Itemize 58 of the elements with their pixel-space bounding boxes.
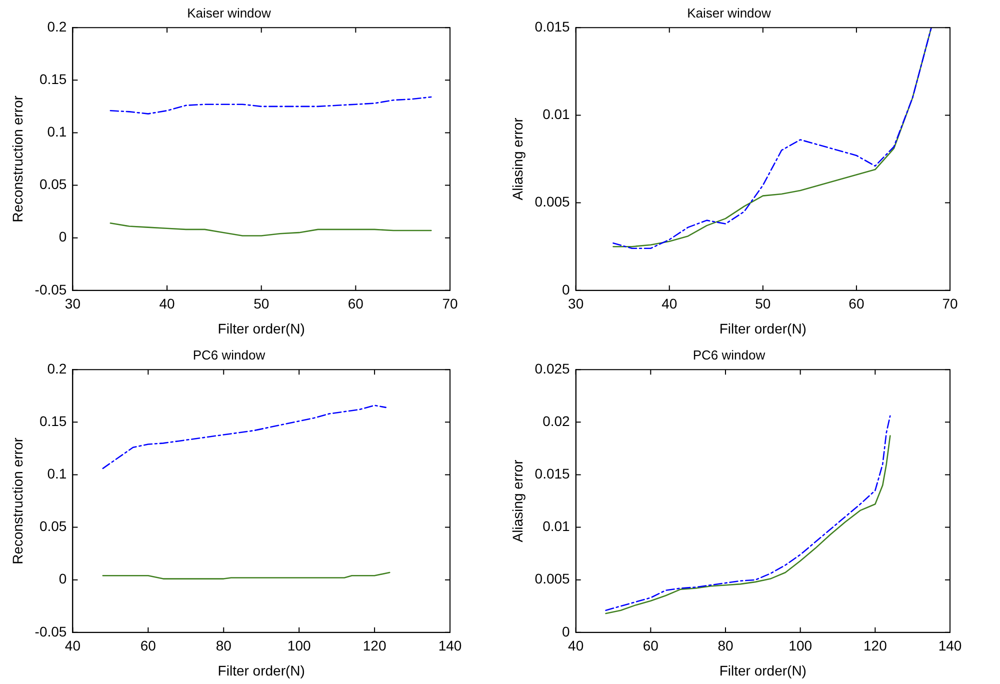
x-tick-label: 40 (662, 296, 678, 312)
y-tick-label: 0.015 (534, 18, 570, 34)
y-tick-label: 0 (58, 228, 67, 245)
y-tick-label: 0.005 (534, 194, 570, 210)
y-tick-label: 0.1 (47, 466, 67, 482)
x-tick-label: 70 (942, 296, 958, 312)
x-tick-label: 60 (848, 296, 864, 312)
x-tick-label: 60 (348, 296, 364, 312)
x-tick-label: 140 (438, 638, 462, 654)
y-tick-label: 0.01 (542, 106, 570, 122)
x-axis-title: Filter order(N) (218, 662, 305, 678)
x-tick-label: 80 (718, 638, 734, 654)
chart-title: PC6 window (692, 347, 766, 362)
x-tick-label: 140 (938, 638, 962, 654)
y-tick-label: 0 (58, 570, 67, 587)
y-tick-label: -0.05 (34, 281, 67, 298)
y-tick-label: 0.05 (39, 518, 67, 534)
y-axis-title: Reconstruction error (9, 437, 26, 564)
line-series (110, 96, 432, 114)
y-tick-label: 0.15 (39, 413, 67, 430)
y-tick-label: 0.02 (542, 413, 570, 430)
y-tick-label: 0.1 (47, 124, 67, 140)
x-axis-title: Filter order(N) (719, 662, 806, 678)
y-tick-label: -0.05 (34, 623, 67, 640)
x-tick-label: 70 (442, 296, 458, 312)
chart-title: PC6 window (192, 347, 266, 362)
x-tick-label: 40 (568, 638, 584, 654)
y-tick-label: 0.15 (39, 71, 67, 88)
x-axis-title: Filter order(N) (719, 320, 806, 336)
x-tick-label: 120 (863, 638, 888, 654)
x-tick-label: 80 (216, 638, 232, 654)
line-series (102, 404, 387, 470)
y-tick-label: 0.05 (39, 176, 67, 192)
x-tick-label: 40 (64, 638, 81, 654)
x-axis-title: Filter order(N) (218, 320, 305, 336)
x-tick-label: 120 (362, 638, 386, 654)
x-tick-label: 50 (755, 296, 771, 312)
x-tick-label: 60 (140, 638, 156, 654)
y-tick-label: 0.005 (534, 570, 570, 587)
y-tick-label: 0 (562, 281, 570, 298)
y-tick-label: 0.015 (534, 466, 570, 482)
x-tick-label: 100 (788, 638, 812, 654)
y-tick-label: 0 (562, 623, 570, 640)
y-tick-label: 0.01 (542, 518, 570, 534)
chart-title: Kaiser window (687, 5, 772, 20)
x-tick-label: 60 (642, 638, 659, 654)
y-axis-title: Aliasing error (509, 459, 526, 542)
y-tick-label: 0.2 (47, 360, 67, 376)
chart-title: Kaiser window (187, 5, 272, 20)
x-tick-label: 100 (287, 638, 311, 654)
y-tick-label: 0.025 (534, 360, 570, 376)
x-tick-label: 30 (568, 296, 584, 312)
y-tick-label: 0.2 (47, 18, 67, 34)
x-tick-label: 40 (159, 296, 176, 312)
x-tick-label: 50 (254, 296, 270, 312)
y-axis-title: Reconstruction error (9, 95, 26, 222)
y-axis-title: Aliasing error (509, 117, 526, 200)
x-tick-label: 30 (64, 296, 81, 312)
